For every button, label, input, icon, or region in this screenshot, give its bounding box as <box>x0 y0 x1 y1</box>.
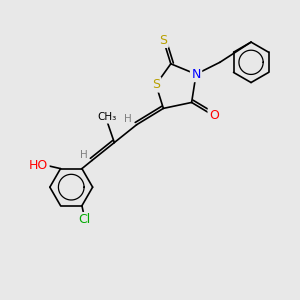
Text: CH₃: CH₃ <box>97 112 116 122</box>
Text: S: S <box>152 78 160 91</box>
Text: S: S <box>159 34 167 46</box>
Text: H: H <box>80 150 88 160</box>
Text: H: H <box>124 114 132 124</box>
Text: HO: HO <box>29 159 48 172</box>
Text: Cl: Cl <box>78 214 90 226</box>
Text: N: N <box>191 68 201 81</box>
Text: O: O <box>209 109 219 122</box>
